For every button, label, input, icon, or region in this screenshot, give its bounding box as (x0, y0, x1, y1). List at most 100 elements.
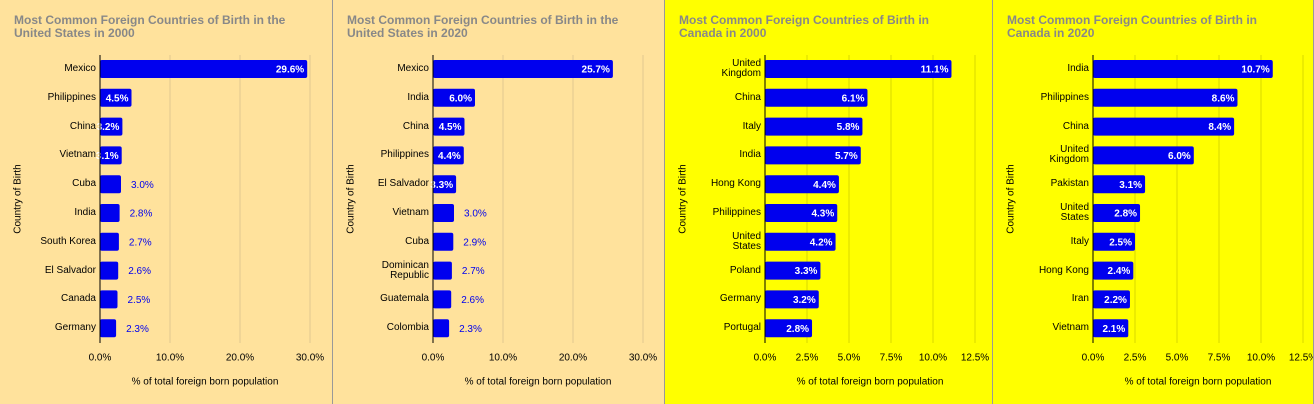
category-label: India (1067, 63, 1089, 74)
category-label: Mexico (64, 63, 96, 74)
category-label: Portugal (723, 322, 761, 334)
value-label: 8.6% (1212, 93, 1235, 104)
x-tick-label: 12.5% (961, 353, 989, 364)
category-label: Canada (60, 293, 96, 305)
bar (100, 175, 121, 194)
chart: 0.0% 2.5% 5.0% 7.5% 10.0% 12.5% 10.7% 8.6% 8.4% 6… (1006, 55, 1313, 388)
bar (433, 261, 452, 280)
category-label: United Kingdom (721, 58, 761, 79)
y-axis-title: Country of Birth (678, 164, 689, 233)
value-label: 8.4% (1208, 122, 1231, 133)
value-label: 2.8% (130, 209, 153, 220)
value-label: 5.7% (835, 151, 858, 162)
bar (765, 60, 952, 78)
value-label: 2.6% (461, 295, 484, 306)
bar (433, 146, 464, 165)
value-label: 2.3% (459, 324, 482, 335)
chart-panel: 0.0% 10.0% 20.0% 30.0% 29.6% 4.5% 3.2% 3.1% 3.0%… (0, 0, 333, 404)
bar (765, 319, 813, 338)
category-label: Cuba (405, 235, 429, 247)
value-label: 4.5% (106, 93, 129, 104)
value-label: 4.4% (438, 151, 461, 162)
value-label: 2.5% (128, 295, 151, 306)
category-label: Colombia (386, 322, 429, 334)
bar (1093, 146, 1194, 165)
chart-panel: 0.0% 10.0% 20.0% 30.0% 25.7% 6.0% 4.5% 4.4% 3.3%… (333, 0, 665, 404)
value-label: 10.7% (1241, 65, 1269, 76)
category-label: United States (732, 230, 761, 252)
category-label: Cuba (72, 178, 96, 190)
bar (765, 232, 836, 251)
bar (100, 117, 123, 136)
category-label: Philippines (380, 149, 429, 161)
category-label: El Salvador (377, 178, 429, 190)
bar (100, 232, 119, 251)
value-label: 3.3% (795, 266, 818, 277)
x-tick-label: 0.0% (754, 353, 777, 364)
value-label: 2.7% (462, 266, 485, 277)
category-label: Philippines (1040, 91, 1089, 103)
value-label: 3.2% (97, 122, 120, 133)
bar (433, 204, 454, 222)
category-label: China (69, 120, 96, 132)
value-label: 3.2% (793, 295, 816, 306)
category-label: India (407, 91, 429, 103)
value-label: 3.1% (1119, 180, 1142, 191)
category-label: Vietnam (59, 149, 96, 161)
category-label: El Salvador (44, 264, 96, 276)
value-label: 6.0% (449, 93, 472, 104)
value-label: 5.8% (837, 122, 860, 133)
x-tick-label: 30.0% (296, 353, 324, 364)
category-label: Philippines (712, 207, 761, 218)
bar (1093, 88, 1238, 107)
chart-title: Most Common Foreign Countries of Birth i… (14, 13, 286, 40)
bar (433, 175, 457, 194)
chart-title: Most Common Foreign Countries of Birth i… (347, 13, 619, 40)
category-label: China (1062, 120, 1089, 132)
bar (433, 319, 450, 338)
bar (1093, 204, 1141, 222)
value-label: 4.2% (810, 237, 833, 248)
category-label: Hong Kong (1038, 264, 1089, 276)
x-tick-label: 10.0% (1247, 353, 1275, 364)
bar (100, 204, 120, 222)
value-label: 4.5% (439, 122, 462, 133)
bar (1093, 290, 1130, 309)
value-label: 2.4% (1108, 266, 1131, 277)
bar (765, 146, 861, 165)
x-tick-label: 20.0% (226, 353, 254, 364)
x-tick-label: 2.5% (796, 353, 819, 364)
bar (433, 232, 454, 251)
bar (100, 319, 117, 338)
value-label: 4.4% (813, 180, 836, 191)
category-label: Iran (1071, 293, 1089, 305)
category-label: Hong Kong (710, 178, 761, 190)
category-label: Germany (54, 322, 96, 334)
bar (1093, 117, 1235, 136)
bar (433, 290, 452, 309)
bar (433, 88, 475, 107)
category-label: United Kingdom (1049, 144, 1089, 166)
category-label: Mexico (397, 63, 429, 74)
value-label: 2.3% (126, 324, 149, 335)
x-tick-label: 0.0% (422, 353, 445, 364)
x-tick-label: 12.5% (1289, 353, 1313, 364)
bar (433, 117, 465, 136)
category-label: India (74, 207, 96, 218)
chart: 0.0% 10.0% 20.0% 30.0% 25.7% 6.0% 4.5% 4.4% 3.3%… (346, 55, 657, 388)
value-label: 3.1% (96, 151, 119, 162)
chart-panel: 0.0% 2.5% 5.0% 7.5% 10.0% 12.5% 11.1% 6.1% 5.8% 5… (665, 0, 993, 404)
bar (1093, 175, 1146, 194)
x-tick-label: 5.0% (838, 353, 861, 364)
category-label: Vietnam (1052, 322, 1089, 334)
value-label: 2.2% (1104, 295, 1127, 306)
category-label: Italy (1070, 235, 1089, 247)
x-tick-label: 0.0% (89, 353, 112, 364)
x-tick-label: 10.0% (156, 353, 184, 364)
chart: 0.0% 10.0% 20.0% 30.0% 29.6% 4.5% 3.2% 3.1% 3.0%… (13, 55, 324, 388)
bar (765, 88, 868, 107)
x-tick-label: 7.5% (880, 353, 903, 364)
category-label: Philippines (47, 91, 96, 103)
value-label: 2.6% (128, 266, 151, 277)
x-axis-title: % of total foreign born population (1125, 377, 1272, 388)
